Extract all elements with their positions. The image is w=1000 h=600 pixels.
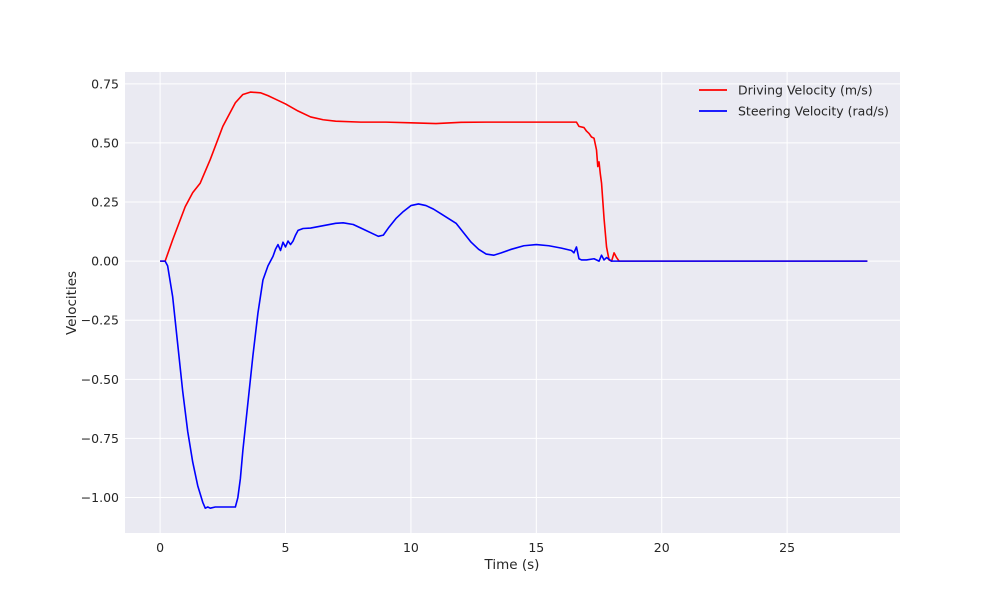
y-tick-label: 0.25 xyxy=(91,195,119,210)
y-tick-label: −0.50 xyxy=(81,372,119,387)
y-tick-labels: 0.75 0.50 0.25 0.00 −0.25 −0.50 −0.75 −1.00 xyxy=(81,76,119,505)
y-tick-label: 0.50 xyxy=(91,135,119,150)
y-tick-label: 0.00 xyxy=(91,254,119,269)
series-lines xyxy=(160,91,868,509)
x-tick-label: 10 xyxy=(403,540,419,555)
x-tick-labels: 0 5 10 15 20 25 xyxy=(156,540,795,555)
legend: Driving Velocity (m/s) Steering Velocity … xyxy=(699,83,889,119)
y-tick-label: −0.25 xyxy=(81,313,119,328)
x-axis-label: Time (s) xyxy=(484,557,540,573)
x-tick-label: 5 xyxy=(282,540,290,555)
x-tick-label: 15 xyxy=(528,540,544,555)
plot-area xyxy=(125,72,900,533)
x-tick-label: 20 xyxy=(654,540,670,555)
y-tick-label: −0.75 xyxy=(81,431,119,446)
series-line-1 xyxy=(160,203,868,509)
y-tick-label: 0.75 xyxy=(91,76,119,91)
y-axis-label: Velocities xyxy=(64,271,80,335)
legend-label-1: Steering Velocity (rad/s) xyxy=(738,104,889,119)
legend-label-0: Driving Velocity (m/s) xyxy=(738,83,873,98)
x-tick-label: 0 xyxy=(156,540,164,555)
y-tick-label: −1.00 xyxy=(81,490,119,505)
x-tick-label: 25 xyxy=(779,540,795,555)
grid-lines xyxy=(125,72,900,533)
